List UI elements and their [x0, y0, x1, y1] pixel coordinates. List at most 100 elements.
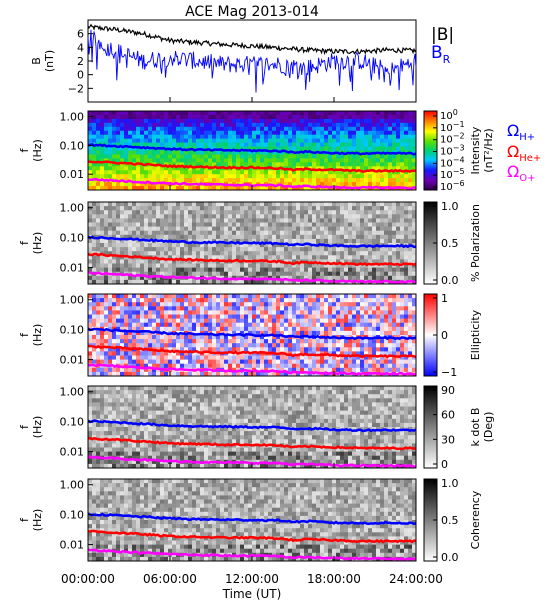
heatmap-cell — [160, 222, 165, 227]
heatmap-cell — [344, 359, 349, 365]
heatmap-cell — [136, 355, 141, 360]
heatmap-cell — [388, 134, 393, 140]
heatmap-cell — [300, 279, 305, 285]
heatmap-cell — [144, 322, 149, 328]
heatmap-cell — [340, 294, 345, 299]
heatmap-cell — [140, 230, 145, 236]
heatmap-cell — [172, 371, 177, 377]
heatmap-cell — [140, 294, 145, 299]
heatmap-cell — [276, 335, 281, 340]
heatmap-cell — [312, 347, 317, 352]
heatmap-cell — [208, 230, 213, 236]
heatmap-cell — [104, 230, 109, 236]
heatmap-cell — [132, 355, 137, 360]
heatmap-cell — [240, 114, 245, 120]
heatmap-cell — [364, 130, 369, 136]
heatmap-cell — [376, 202, 381, 207]
heatmap-cell — [292, 367, 297, 373]
heatmap-cell — [216, 243, 221, 248]
heatmap-cell — [248, 174, 253, 179]
heatmap-cell — [140, 367, 145, 373]
heatmap-cell — [140, 182, 145, 187]
heatmap-cell — [408, 142, 413, 147]
heatmap-cell — [280, 130, 285, 136]
heatmap-cell — [356, 130, 361, 136]
heatmap-cell — [264, 343, 269, 348]
heatmap-cell — [384, 222, 389, 227]
heatmap-cell — [284, 158, 289, 163]
heatmap-cell — [300, 170, 305, 175]
heatmap-cell — [392, 146, 397, 151]
heatmap-cell — [248, 238, 253, 244]
heatmap-cell — [120, 343, 125, 348]
heatmap-cell — [188, 310, 193, 315]
heatmap-cell — [304, 263, 309, 268]
heatmap-cell — [260, 347, 265, 352]
heatmap-cell — [376, 118, 381, 124]
heatmap-cell — [340, 322, 345, 328]
heatmap-cell — [356, 238, 361, 244]
heatmap-cell — [148, 234, 153, 240]
heatmap-cell — [384, 111, 389, 116]
heatmap-cell — [404, 122, 409, 128]
heatmap-cell — [196, 343, 201, 348]
heatmap-cell — [296, 218, 301, 223]
heatmap-cell — [152, 335, 157, 340]
heatmap-cell — [412, 210, 417, 215]
heatmap-cell — [172, 326, 177, 332]
heatmap-cell — [120, 267, 125, 273]
heatmap-cell — [184, 310, 189, 315]
heatmap-cell — [244, 170, 249, 175]
heatmap-cell — [108, 371, 113, 377]
heatmap-cell — [212, 302, 217, 307]
heatmap-cell — [168, 111, 173, 116]
heatmap-cell — [324, 330, 329, 336]
heatmap-cell — [124, 339, 129, 344]
heatmap-cell — [96, 251, 101, 256]
heatmap-cell — [344, 122, 349, 128]
heatmap-cell — [276, 234, 281, 240]
heatmap-cell — [256, 122, 261, 128]
heatmap-cell — [288, 218, 293, 223]
heatmap-cell — [168, 178, 173, 183]
heatmap-cell — [384, 294, 389, 299]
heatmap-cell — [160, 130, 165, 136]
heatmap-cell — [316, 114, 321, 120]
heatmap-cell — [364, 174, 369, 179]
heatmap-cell — [312, 210, 317, 215]
heatmap-cell — [164, 298, 169, 303]
heatmap-cell — [256, 367, 261, 373]
heatmap-cell — [204, 310, 209, 315]
heatmap-cell — [284, 271, 289, 277]
heatmap-cell — [172, 267, 177, 273]
heatmap-cell — [140, 359, 145, 365]
heatmap-cell — [228, 122, 233, 128]
heatmap-cell — [116, 343, 121, 348]
heatmap-cell — [392, 122, 397, 128]
heatmap-cell — [296, 322, 301, 328]
heatmap-cell — [184, 111, 189, 116]
heatmap-cell — [396, 238, 401, 244]
heatmap-cell — [188, 122, 193, 128]
colorbar-tick-label: 10−3 — [440, 144, 465, 158]
heatmap-cell — [344, 174, 349, 179]
heatmap-cell — [112, 234, 117, 240]
heatmap-cell — [352, 326, 357, 332]
heatmap-cell — [292, 238, 297, 244]
heatmap-cell — [268, 251, 273, 256]
heatmap-cell — [164, 174, 169, 179]
heatmap-cell — [268, 142, 273, 147]
heatmap-cell — [172, 306, 177, 311]
heatmap-cell — [240, 162, 245, 167]
heatmap-cell — [228, 347, 233, 352]
heatmap-cell — [224, 186, 229, 191]
heatmap-cell — [396, 234, 401, 240]
heatmap-cell — [328, 367, 333, 373]
heatmap-cell — [348, 326, 353, 332]
heatmap-cell — [124, 279, 129, 285]
heatmap-cell — [188, 294, 193, 299]
heatmap-cell — [260, 335, 265, 340]
heatmap-cell — [196, 371, 201, 377]
heatmap-cell — [276, 322, 281, 328]
heatmap-cell — [360, 351, 365, 356]
